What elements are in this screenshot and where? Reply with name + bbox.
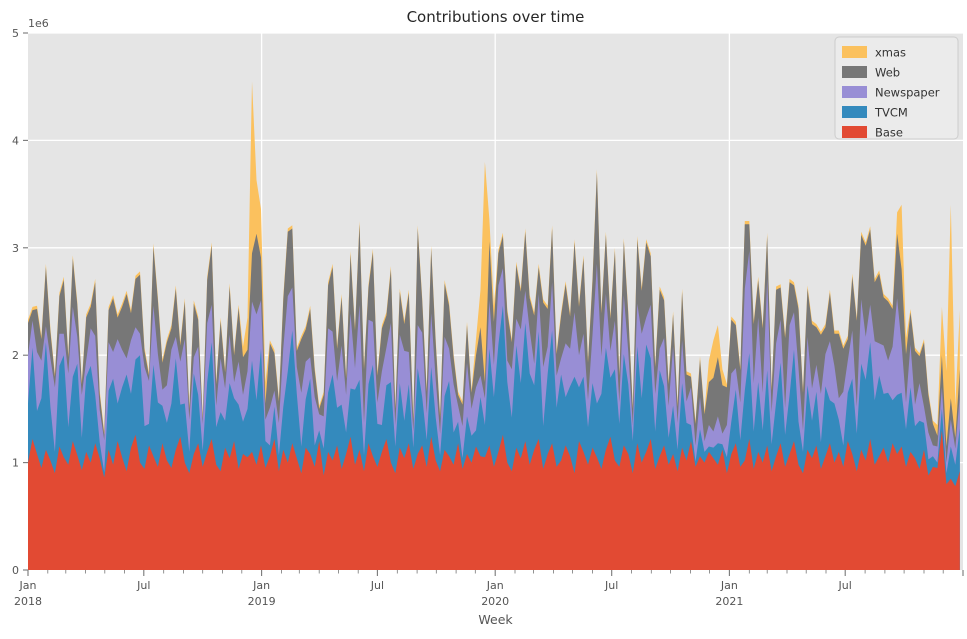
x-tick-label: Jul: [838, 579, 852, 592]
y-tick-label: 2: [12, 349, 19, 362]
x-tick-year-label: 2019: [248, 595, 276, 608]
x-tick-year-label: 2018: [14, 595, 42, 608]
area-base: [28, 430, 960, 570]
x-tick-label: Jan: [252, 579, 270, 592]
x-axis-label: Week: [478, 612, 513, 627]
legend-item-tvcm: TVCM: [842, 106, 908, 120]
x-tick-label: Jul: [136, 579, 150, 592]
y-tick-label: 1: [12, 457, 19, 470]
x-tick-label: Jan: [720, 579, 738, 592]
legend-label-tvcm: TVCM: [874, 106, 908, 120]
x-tick-label: Jan: [486, 579, 504, 592]
legend-label-web: Web: [875, 66, 900, 80]
x-tick-label: Jul: [604, 579, 618, 592]
x-tick-label: Jan: [19, 579, 37, 592]
y-tick-label: 0: [12, 564, 19, 577]
legend-swatch-newspaper: [842, 86, 867, 98]
legend-swatch-base: [842, 126, 867, 138]
legend-label-newspaper: Newspaper: [875, 86, 940, 100]
legend-label-xmas: xmas: [875, 46, 906, 60]
legend-item-newspaper: Newspaper: [842, 86, 940, 100]
legend-item-web: Web: [842, 66, 900, 80]
legend-item-base: Base: [842, 126, 903, 140]
x-tick-year-label: 2021: [715, 595, 743, 608]
legend: xmas Web Newspaper TVCM Base: [834, 36, 959, 140]
legend-swatch-web: [842, 66, 867, 78]
legend-swatch-tvcm: [842, 106, 867, 118]
legend-label-base: Base: [875, 126, 903, 140]
y-tick-label: 4: [12, 134, 19, 147]
y-tick-label: 5: [12, 27, 19, 40]
y-tick-label: 3: [12, 242, 19, 255]
x-tick-year-label: 2020: [481, 595, 509, 608]
y-axis-offset-label: 1e6: [28, 17, 49, 30]
chart-title: Contributions over time: [407, 8, 585, 26]
legend-item-xmas: xmas: [842, 46, 906, 60]
legend-swatch-xmas: [842, 46, 867, 58]
x-tick-label: Jul: [370, 579, 384, 592]
